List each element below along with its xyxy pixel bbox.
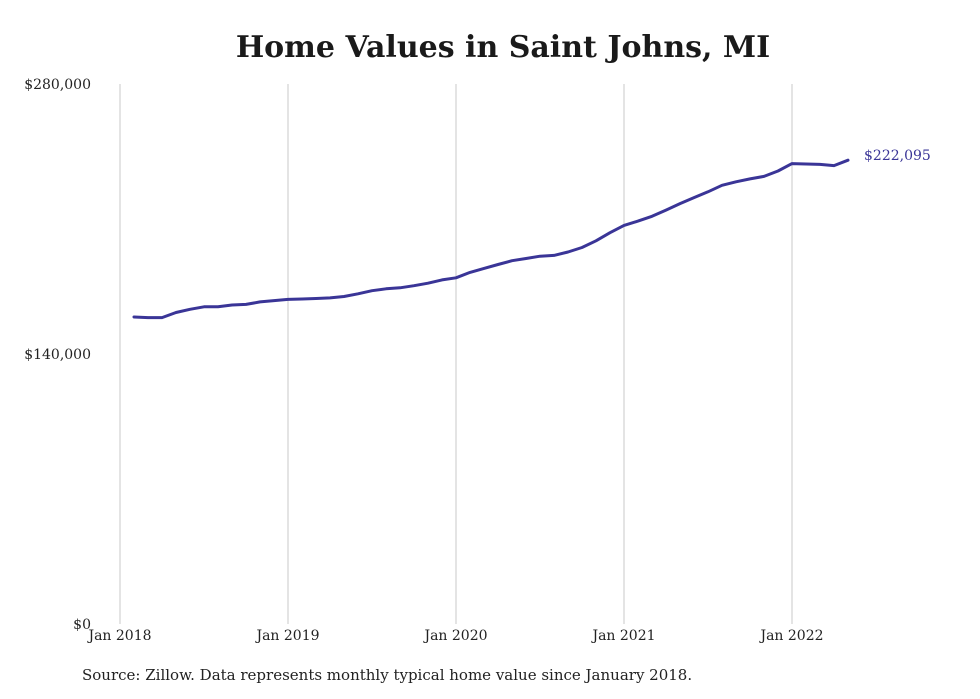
x-tick-label: Jan 2022	[758, 628, 823, 644]
y-axis: $0 $140,000 $280,000	[24, 77, 91, 633]
x-tick-label: Jan 2019	[254, 628, 319, 644]
line-chart: $0$140,000$280,000 Jan 2018 Jan 2019 Jan 2…	[24, 77, 931, 644]
x-tick-label: Jan 2020	[422, 628, 487, 644]
source-note: Source: Zillow. Data represents monthly …	[82, 666, 693, 684]
x-tick-label: Jan 2021	[590, 628, 655, 644]
grid-lines	[119, 84, 793, 624]
data-labels: $222,095	[864, 148, 931, 164]
chart-title: Home Values in Saint Johns, MI	[235, 30, 771, 65]
series-lines	[132, 158, 850, 320]
series-line	[132, 158, 850, 320]
end-value-label: $222,095	[864, 148, 931, 164]
x-tick-label: Jan 2018	[86, 628, 151, 644]
x-axis: Jan 2018 Jan 2019 Jan 2020 Jan 2021 Jan 2022	[86, 628, 823, 644]
y-tick-label: $280,000	[24, 77, 91, 93]
y-tick-label: $0	[73, 617, 91, 633]
y-tick-label: $140,000	[24, 347, 91, 363]
